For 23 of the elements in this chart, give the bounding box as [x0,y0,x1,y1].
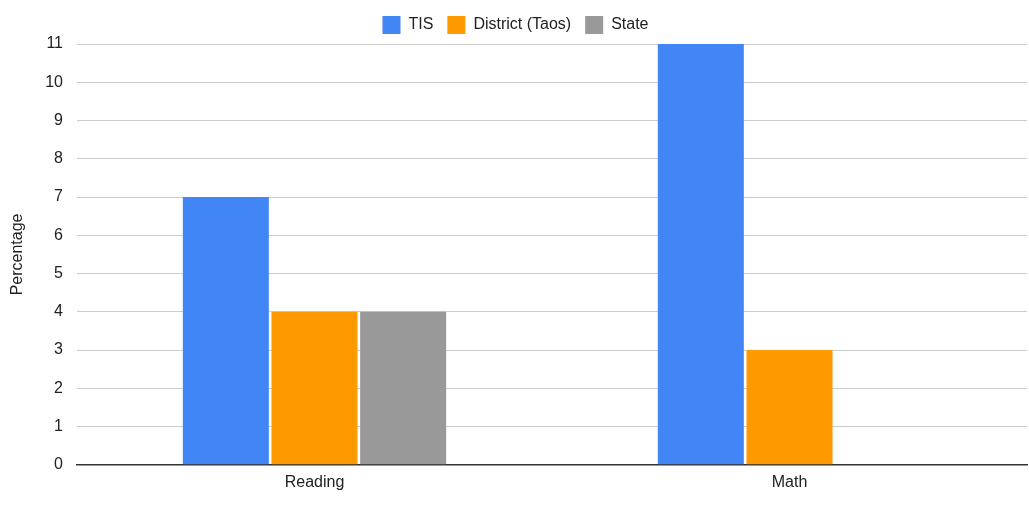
y-tick-label: 4 [54,302,64,320]
y-tick-label: 0 [54,455,64,473]
y-tick-label: 8 [54,149,64,167]
bar [182,197,269,465]
legend-label: District (Taos) [473,15,572,33]
y-tick-label: 3 [54,340,64,358]
bar [746,350,833,465]
y-tick-label: 6 [54,225,64,243]
y-tick-label: 2 [54,378,64,396]
y-tick-label: 10 [45,72,64,90]
y-axis-title: Percentage [8,213,26,296]
y-tick-label: 9 [54,110,64,128]
y-tick-label: 5 [54,263,64,281]
x-tick-label: Math [771,472,808,490]
bar [271,311,358,465]
bar [360,311,447,465]
legend-label: State [611,15,649,33]
y-tick-label: 7 [54,187,64,205]
x-tick-label: Reading [284,472,345,490]
y-tick-label: 1 [54,416,64,434]
legend-label: TIS [408,15,434,33]
y-tick-label: 11 [46,34,64,52]
bar [657,44,744,465]
